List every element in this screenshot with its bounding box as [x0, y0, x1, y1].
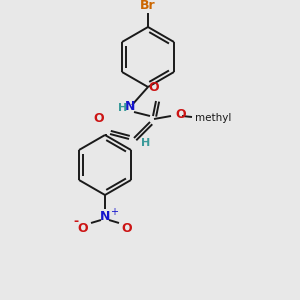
Text: -: -	[74, 214, 79, 227]
Text: O: O	[175, 109, 186, 122]
Text: O: O	[122, 221, 132, 235]
Text: H: H	[141, 138, 150, 148]
Text: methyl: methyl	[195, 113, 231, 123]
Text: O: O	[149, 81, 159, 94]
Text: +: +	[110, 207, 118, 217]
Text: N: N	[125, 100, 135, 113]
Text: O: O	[78, 221, 88, 235]
Text: N: N	[100, 209, 110, 223]
Text: Br: Br	[140, 0, 156, 12]
Text: O: O	[94, 112, 104, 125]
Text: H: H	[118, 103, 127, 113]
